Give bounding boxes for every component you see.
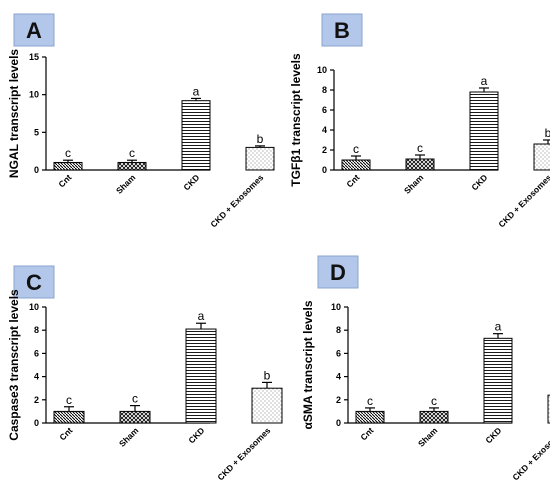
panel-letter: C xyxy=(26,270,42,295)
bar-sham xyxy=(419,410,449,424)
panel-b: B TGFβ1 transcript levels 0 2 4 6 8 10 c Cnt c Sham… xyxy=(289,13,550,229)
y-tick-label: 4 xyxy=(34,372,39,382)
y-tick-label: 0 xyxy=(34,418,39,428)
panel-badge xyxy=(13,13,55,47)
panel-a: A NGAL transcript levels 0 5 10 15 c Cnt c Sham a C… xyxy=(7,13,275,229)
y-tick-label: 5 xyxy=(34,127,39,137)
x-tick-label: Sham xyxy=(402,172,426,196)
y-tick-label: 15 xyxy=(29,52,39,62)
bar-ckd-exosomes xyxy=(533,143,550,171)
y-tick-label: 6 xyxy=(336,348,341,358)
bar-ckd-exosomes xyxy=(547,394,550,424)
significance-label: b xyxy=(264,368,271,382)
x-tick-label: Sham xyxy=(117,425,141,449)
significance-label: b xyxy=(545,126,550,140)
x-tick-label: CKD + Exosomes xyxy=(215,425,272,482)
significance-label: c xyxy=(65,146,71,160)
bar-cnt xyxy=(341,159,371,171)
panel-letter: D xyxy=(330,260,346,285)
y-tick-label: 0 xyxy=(34,165,39,175)
panel-badge xyxy=(321,13,363,47)
y-axis-label: αSMA transcript levels xyxy=(301,300,315,429)
bar-ckd xyxy=(469,91,499,171)
bar-ckd-exosomes xyxy=(245,146,275,171)
bar-ckd-exosomes xyxy=(251,387,283,424)
significance-label: a xyxy=(495,320,502,334)
y-tick-label: 10 xyxy=(331,302,341,312)
x-tick-label: Cnt xyxy=(56,172,73,189)
bar-ckd xyxy=(181,100,211,171)
significance-label: c xyxy=(132,392,138,406)
panel-letter: B xyxy=(334,18,350,43)
bar-sham xyxy=(405,158,435,171)
panel-letter: A xyxy=(26,18,42,43)
y-tick-label: 4 xyxy=(322,125,327,135)
y-axis-label: Caspase3 transcript levels xyxy=(7,289,21,441)
bar-cnt xyxy=(53,410,85,424)
y-tick-label: 4 xyxy=(336,372,341,382)
x-tick-label: CKD xyxy=(483,425,503,445)
y-tick-label: 8 xyxy=(336,325,341,335)
significance-label: a xyxy=(198,309,205,323)
y-tick-label: 8 xyxy=(322,85,327,95)
panel-badge xyxy=(13,265,55,299)
significance-label: c xyxy=(129,146,135,160)
x-tick-label: Cnt xyxy=(344,172,361,189)
significance-label: c xyxy=(66,393,72,407)
y-axis-label: TGFβ1 transcript levels xyxy=(289,53,303,187)
x-tick-label: Cnt xyxy=(358,425,375,442)
significance-label: b xyxy=(257,132,264,146)
significance-label: c xyxy=(431,394,437,408)
x-tick-label: CKD xyxy=(181,172,201,192)
y-tick-label: 6 xyxy=(34,348,39,358)
y-tick-label: 10 xyxy=(317,65,327,75)
y-tick-label: 8 xyxy=(34,325,39,335)
x-tick-label: CKD xyxy=(186,425,206,445)
x-tick-label: Cnt xyxy=(57,425,74,442)
y-tick-label: 2 xyxy=(322,145,327,155)
significance-label: a xyxy=(481,74,488,88)
bar-cnt xyxy=(53,161,83,171)
panel-c: C Caspase3 transcript levels 0 2 4 6 8 10 c Cnt c S… xyxy=(7,265,283,482)
bar-cnt xyxy=(355,410,385,424)
y-tick-label: 6 xyxy=(322,105,327,115)
x-tick-label: Sham xyxy=(416,425,440,449)
x-tick-label: CKD xyxy=(469,172,489,192)
bar-sham xyxy=(119,410,151,424)
y-tick-label: 0 xyxy=(322,165,327,175)
significance-label: c xyxy=(367,394,373,408)
bar-ckd xyxy=(185,328,217,424)
x-tick-label: Sham xyxy=(114,172,138,196)
y-tick-label: 2 xyxy=(34,395,39,405)
x-tick-label: CKD + Exosomes xyxy=(510,425,550,482)
bar-ckd xyxy=(483,337,513,424)
significance-label: c xyxy=(353,142,359,156)
significance-label: c xyxy=(417,141,423,155)
significance-label: a xyxy=(193,84,200,98)
y-tick-label: 10 xyxy=(29,90,39,100)
y-tick-label: 10 xyxy=(29,302,39,312)
y-tick-label: 2 xyxy=(336,395,341,405)
y-tick-label: 0 xyxy=(336,418,341,428)
bar-sham xyxy=(117,161,147,171)
x-tick-label: CKD + Exosomes xyxy=(496,172,550,229)
x-tick-label: CKD + Exosomes xyxy=(208,172,265,229)
panel-badge xyxy=(317,255,359,289)
y-axis-label: NGAL transcript levels xyxy=(7,49,21,178)
